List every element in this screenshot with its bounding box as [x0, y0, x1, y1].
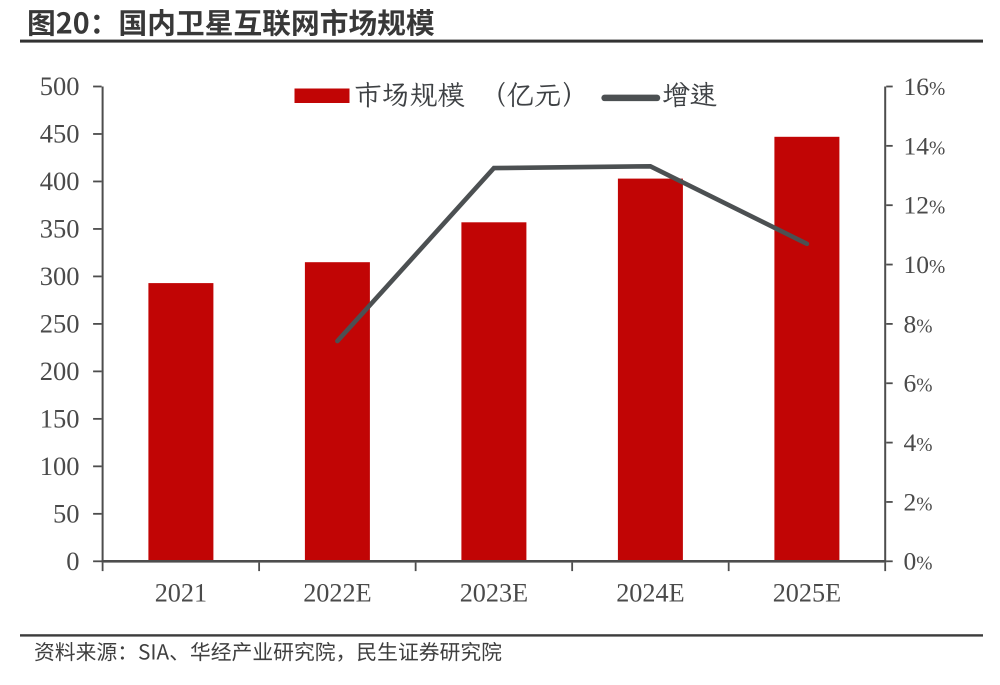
- svg-text:50: 50: [53, 498, 80, 528]
- svg-text:250: 250: [40, 309, 80, 339]
- svg-text:2022E: 2022E: [303, 579, 371, 608]
- svg-text:10%: 10%: [904, 250, 946, 279]
- svg-text:350: 350: [40, 214, 80, 244]
- svg-text:400: 400: [40, 166, 80, 196]
- svg-text:2025E: 2025E: [773, 579, 841, 608]
- svg-text:2023E: 2023E: [460, 579, 528, 608]
- svg-text:500: 500: [40, 71, 80, 101]
- svg-text:300: 300: [40, 261, 80, 291]
- svg-text:2024E: 2024E: [616, 579, 684, 608]
- svg-text:200: 200: [40, 356, 80, 386]
- svg-text:2021: 2021: [155, 579, 207, 608]
- svg-text:150: 150: [40, 404, 80, 434]
- svg-text:0: 0: [66, 546, 79, 576]
- svg-text:100: 100: [40, 451, 80, 481]
- svg-text:450: 450: [40, 119, 80, 149]
- svg-text:0%: 0%: [904, 547, 933, 576]
